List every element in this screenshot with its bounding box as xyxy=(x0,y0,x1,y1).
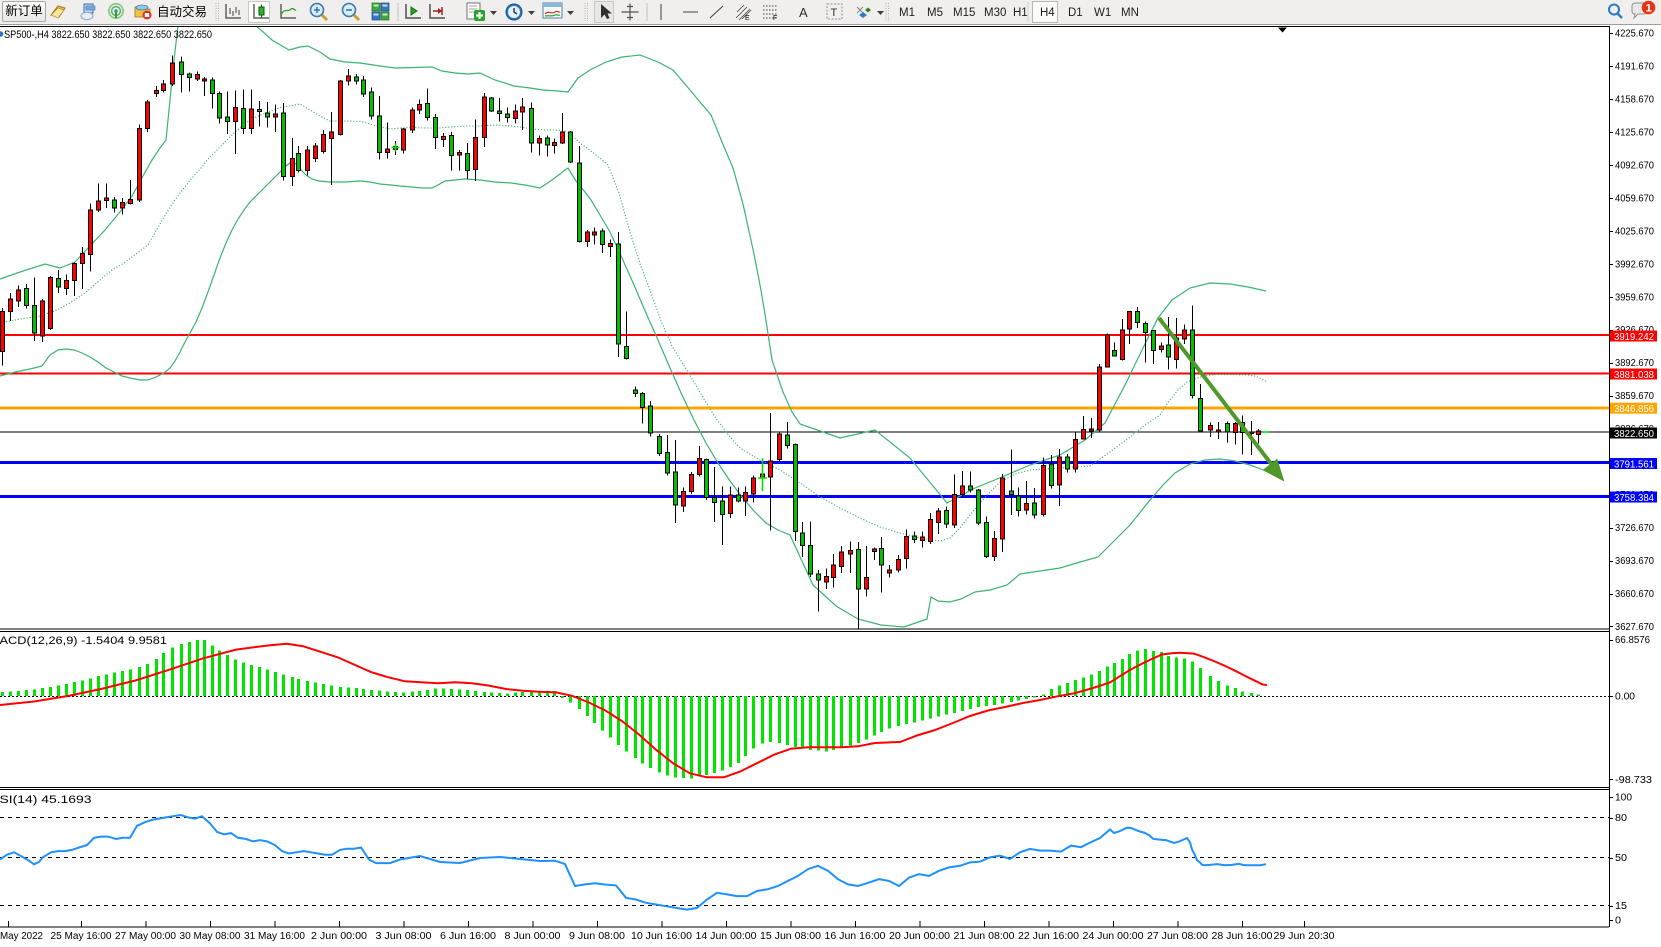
svg-text:3693.670: 3693.670 xyxy=(1615,556,1654,567)
svg-text:2 Jun 00:00: 2 Jun 00:00 xyxy=(311,931,367,942)
svg-text:SP500-,H4 3822.650 3822.650 3: SP500-,H4 3822.650 3822.650 3822.650 382… xyxy=(4,29,212,41)
svg-text:24 Jun 00:00: 24 Jun 00:00 xyxy=(1083,931,1144,942)
svg-text:25 May 16:00: 25 May 16:00 xyxy=(51,931,112,942)
svg-text:May 2022: May 2022 xyxy=(0,931,43,942)
svg-text:16 Jun 16:00: 16 Jun 16:00 xyxy=(825,931,886,942)
svg-text:14 Jun 00:00: 14 Jun 00:00 xyxy=(696,931,757,942)
svg-text:T: T xyxy=(831,7,838,19)
svg-text:3859.670: 3859.670 xyxy=(1615,391,1654,402)
svg-text:27 May 00:00: 27 May 00:00 xyxy=(115,931,176,942)
svg-text:100: 100 xyxy=(1615,793,1632,804)
svg-text:0.00: 0.00 xyxy=(1615,692,1635,703)
svg-text:M30: M30 xyxy=(984,7,1006,19)
svg-text:F: F xyxy=(773,15,777,22)
svg-text:3881.038: 3881.038 xyxy=(1614,370,1654,381)
svg-text:MN: MN xyxy=(1121,7,1139,19)
svg-text:3726.670: 3726.670 xyxy=(1615,523,1654,534)
svg-text:E: E xyxy=(745,15,750,22)
svg-text:9 Jun 08:00: 9 Jun 08:00 xyxy=(569,931,625,942)
svg-text:15 Jun 08:00: 15 Jun 08:00 xyxy=(760,931,821,942)
svg-text:80: 80 xyxy=(1615,813,1627,824)
svg-text:M15: M15 xyxy=(953,7,975,19)
svg-text:D1: D1 xyxy=(1068,7,1083,19)
svg-text:3959.670: 3959.670 xyxy=(1615,292,1654,303)
svg-text:4158.670: 4158.670 xyxy=(1615,94,1654,105)
svg-text:6 Jun 16:00: 6 Jun 16:00 xyxy=(440,931,496,942)
svg-text:4059.670: 4059.670 xyxy=(1615,193,1654,204)
svg-text:4092.670: 4092.670 xyxy=(1615,160,1654,171)
svg-text:15: 15 xyxy=(1615,901,1627,912)
svg-text:1: 1 xyxy=(1646,3,1652,15)
svg-text:8 Jun 00:00: 8 Jun 00:00 xyxy=(505,931,561,942)
svg-text:自动交易: 自动交易 xyxy=(157,4,207,19)
svg-text:SI(14) 45.1693: SI(14) 45.1693 xyxy=(0,794,92,806)
svg-text:3758.384: 3758.384 xyxy=(1614,493,1654,504)
svg-text:3992.670: 3992.670 xyxy=(1615,259,1654,270)
svg-text:H1: H1 xyxy=(1013,7,1028,19)
svg-text:H4: H4 xyxy=(1040,7,1055,19)
svg-text:M1: M1 xyxy=(899,7,915,19)
svg-text:W1: W1 xyxy=(1094,7,1111,19)
svg-text:4025.670: 4025.670 xyxy=(1615,226,1654,237)
svg-text:3846.856: 3846.856 xyxy=(1614,404,1654,415)
svg-text:ACD(12,26,9) -1.5404 9.9581: ACD(12,26,9) -1.5404 9.9581 xyxy=(0,635,167,647)
svg-text:31 May 16:00: 31 May 16:00 xyxy=(244,931,305,942)
svg-text:29 Jun 20:30: 29 Jun 20:30 xyxy=(1274,931,1335,942)
svg-text:27 Jun 08:00: 27 Jun 08:00 xyxy=(1147,931,1208,942)
svg-text:3822.650: 3822.650 xyxy=(1614,429,1654,440)
svg-text:3919.242: 3919.242 xyxy=(1614,332,1654,343)
svg-text:30 May 08:00: 30 May 08:00 xyxy=(180,931,241,942)
svg-text:50: 50 xyxy=(1615,853,1627,864)
svg-text:20 Jun 00:00: 20 Jun 00:00 xyxy=(889,931,950,942)
svg-text:4191.670: 4191.670 xyxy=(1615,61,1654,72)
svg-text:A: A xyxy=(799,5,808,20)
svg-text:3660.670: 3660.670 xyxy=(1615,589,1654,600)
svg-text:3892.670: 3892.670 xyxy=(1615,358,1654,369)
svg-text:21 Jun 08:00: 21 Jun 08:00 xyxy=(954,931,1015,942)
svg-text:28 Jun 16:00: 28 Jun 16:00 xyxy=(1212,931,1273,942)
svg-text:M5: M5 xyxy=(927,7,943,19)
svg-text:-98.733: -98.733 xyxy=(1615,775,1652,786)
svg-text:3627.670: 3627.670 xyxy=(1615,622,1654,633)
svg-text:4125.670: 4125.670 xyxy=(1615,127,1654,138)
svg-text:22 Jun 16:00: 22 Jun 16:00 xyxy=(1018,931,1079,942)
svg-text:3791.561: 3791.561 xyxy=(1614,459,1654,470)
svg-text:66.8576: 66.8576 xyxy=(1615,635,1650,646)
svg-text:10 Jun 16:00: 10 Jun 16:00 xyxy=(631,931,692,942)
svg-text:0: 0 xyxy=(1615,916,1621,927)
svg-text:4225.670: 4225.670 xyxy=(1615,28,1654,39)
svg-text:3 Jun 08:00: 3 Jun 08:00 xyxy=(376,931,432,942)
